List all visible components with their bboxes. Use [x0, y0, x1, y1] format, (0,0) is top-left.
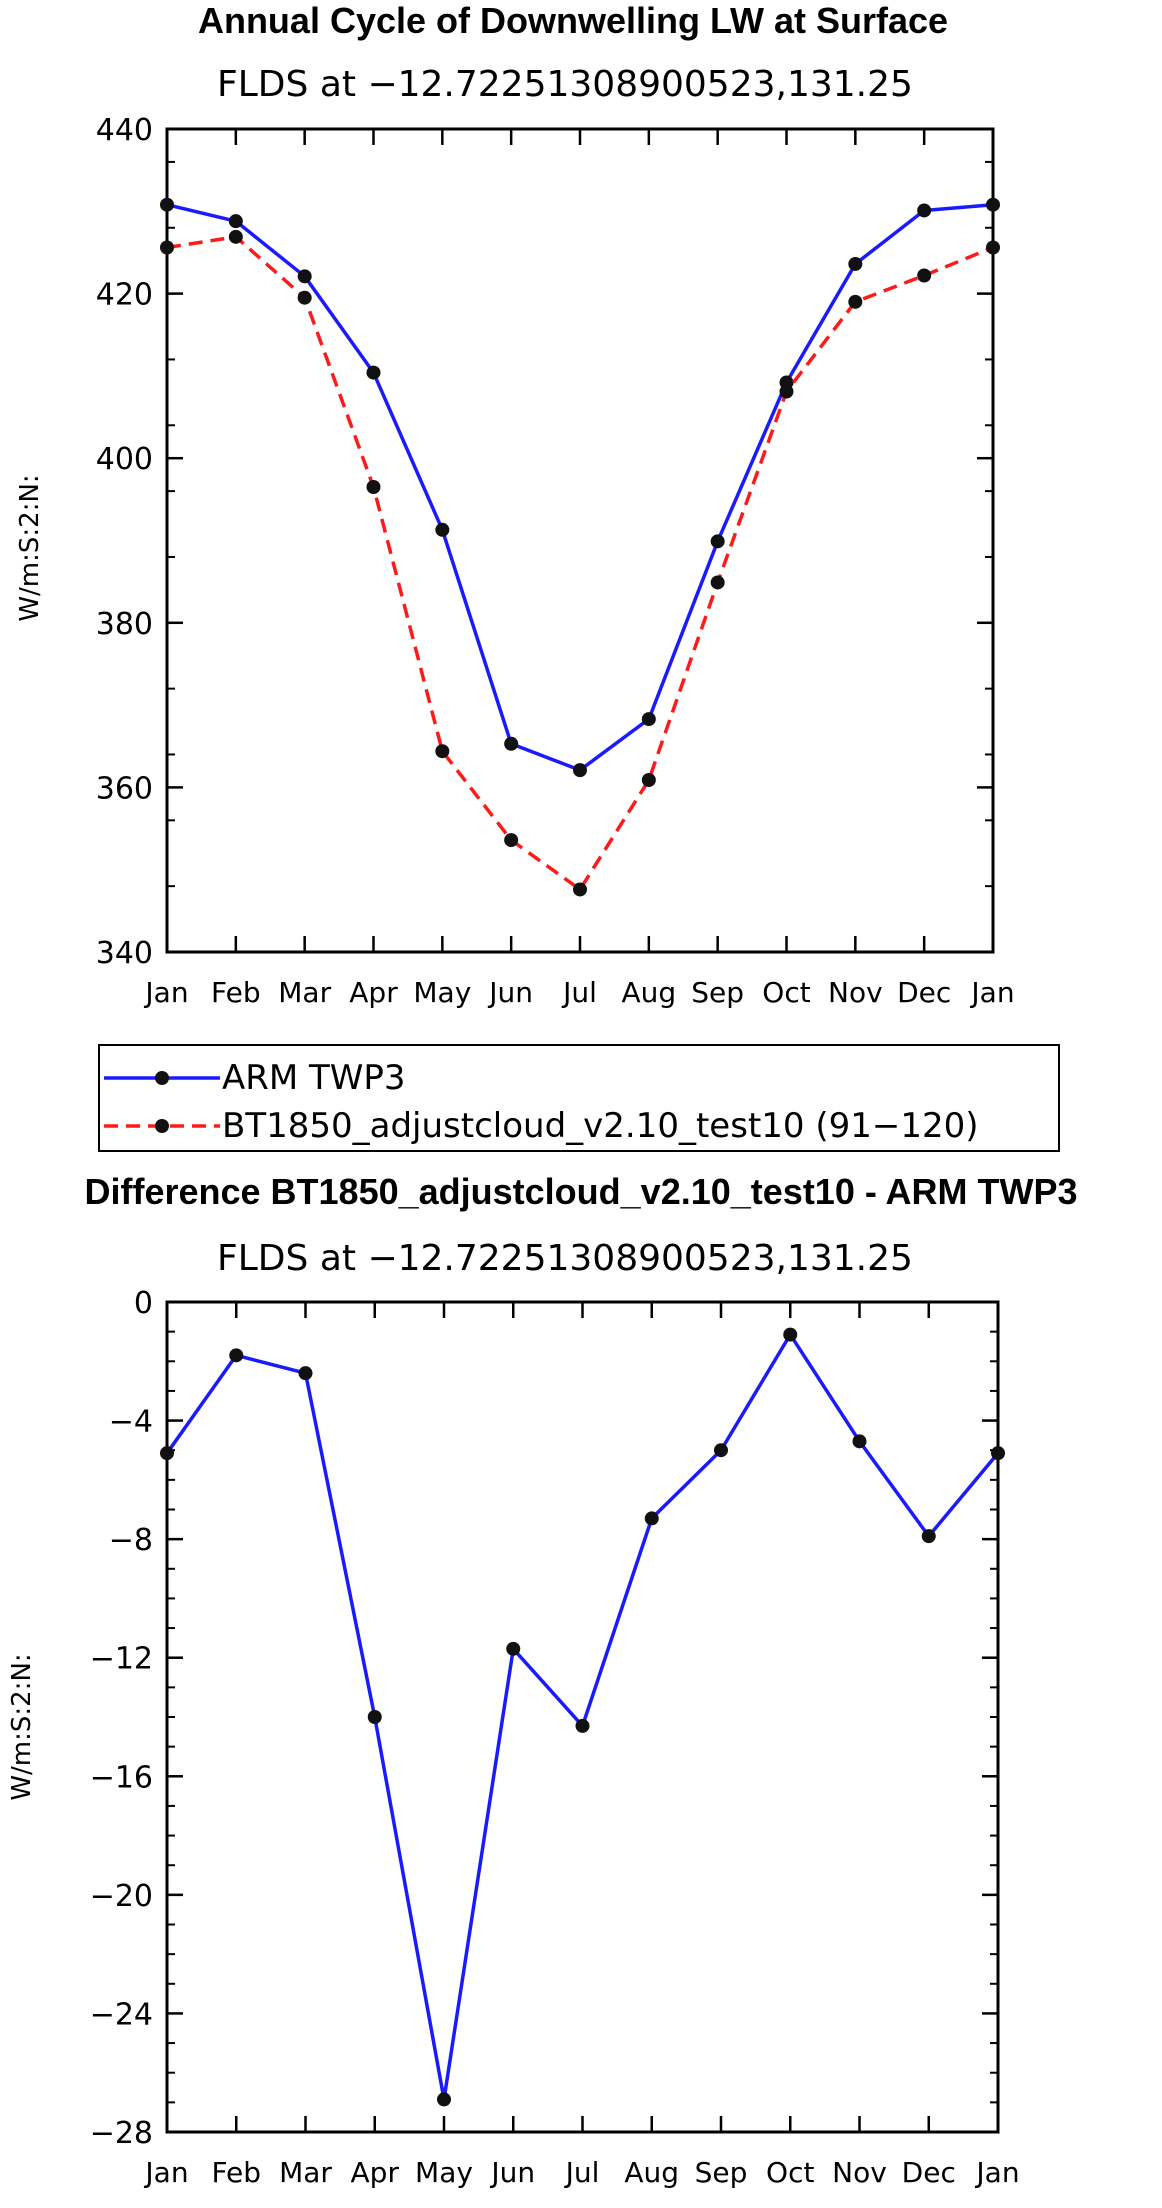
- data-point: [504, 736, 519, 751]
- y-tick-label: −24: [90, 1997, 153, 2032]
- y-tick-label: 0: [134, 1286, 153, 1321]
- data-point: [575, 1718, 590, 1733]
- data-point: [298, 1366, 313, 1381]
- legend-label-arm: ARM TWP3: [222, 1058, 406, 1098]
- x-tick-label: May: [413, 976, 471, 1009]
- x-tick-label: Feb: [211, 2156, 261, 2189]
- y-tick-label: 400: [96, 442, 153, 477]
- bottom-chart-subtitle: FLDS at −12.72251308900523,131.25: [217, 1238, 913, 1279]
- data-point: [986, 197, 1000, 212]
- x-tick-label: Jul: [564, 2156, 600, 2189]
- data-point: [641, 772, 656, 787]
- data-point: [297, 290, 312, 305]
- y-tick-label: 380: [96, 607, 153, 642]
- data-point: [160, 240, 174, 255]
- top-line-chart: 440 420 400 380 360 340 Jan Feb Mar Apr May Jun Jul A…: [96, 113, 1015, 1009]
- x-tick-label: Sep: [691, 976, 744, 1009]
- data-point: [573, 763, 587, 778]
- data-point: [228, 214, 243, 229]
- x-tick-label: Oct: [762, 976, 810, 1009]
- x-tick-label: Jan: [143, 2156, 188, 2189]
- top-chart-title: Annual Cycle of Downwelling LW at Surfac…: [198, 0, 948, 41]
- x-tick-label: Oct: [766, 2156, 814, 2189]
- x-tick-label: Feb: [211, 976, 261, 1009]
- data-point: [644, 1511, 659, 1526]
- x-tick-label: Aug: [621, 976, 676, 1009]
- x-tick-label: Jan: [974, 2156, 1019, 2189]
- data-point: [437, 2092, 451, 2107]
- x-tick-label: Jan: [143, 976, 188, 1009]
- data-point: [435, 744, 450, 759]
- series-line-1: [166, 235, 994, 892]
- data-point: [506, 1641, 521, 1656]
- data-point: [779, 384, 794, 399]
- data-point: [848, 294, 863, 309]
- data-point: [435, 522, 450, 537]
- x-tick-label: Apr: [349, 976, 398, 1009]
- x-tick-label: Nov: [832, 2156, 887, 2189]
- plot-frame: [165, 1300, 1000, 2134]
- data-point: [917, 268, 932, 283]
- x-tick-label: Mar: [279, 2156, 332, 2189]
- x-tick-label: May: [415, 2156, 473, 2189]
- y-tick-label: −16: [90, 1760, 153, 1795]
- x-tick-label: Apr: [351, 2156, 400, 2189]
- legend-label-model: BT1850_adjustcloud_v2.10_test10 (91−120): [222, 1106, 979, 1146]
- x-tick-label: Nov: [828, 976, 883, 1009]
- series-line-0: [166, 202, 994, 772]
- data-point: [783, 1327, 798, 1342]
- legend-marker-model: [155, 1119, 169, 1133]
- y-tick-label: −4: [109, 1405, 153, 1440]
- y-tick-label: 420: [96, 278, 153, 313]
- y-tick-label: −8: [109, 1523, 153, 1558]
- data-point: [504, 833, 519, 848]
- data-point: [986, 240, 1000, 255]
- data-point: [228, 229, 243, 244]
- x-tick-label: Mar: [278, 976, 331, 1009]
- x-tick-label: Jan: [969, 976, 1014, 1009]
- data-point: [641, 712, 656, 727]
- x-tick-label: Jun: [489, 2156, 535, 2189]
- data-point: [710, 575, 725, 590]
- data-point: [367, 1710, 382, 1724]
- data-point: [710, 534, 725, 549]
- legend-marker-arm: [155, 1071, 169, 1085]
- x-tick-label: Aug: [624, 2156, 679, 2189]
- y-tick-label: −28: [90, 2116, 153, 2151]
- x-tick-label: Jun: [487, 976, 533, 1009]
- x-tick-label: Dec: [897, 976, 951, 1009]
- series-line-0: [165, 1332, 1000, 2102]
- data-point: [297, 269, 312, 284]
- legend-box: [98, 1044, 1060, 1152]
- data-point: [366, 365, 381, 380]
- y-tick-label: −20: [90, 1879, 153, 1914]
- y-tick-label: −12: [90, 1642, 153, 1677]
- data-point: [366, 480, 381, 495]
- x-tick-label: Dec: [902, 2156, 956, 2189]
- data-point: [160, 197, 174, 212]
- data-point: [991, 1446, 1005, 1461]
- top-chart-subtitle: FLDS at −12.72251308900523,131.25: [217, 64, 913, 105]
- data-point: [573, 882, 587, 897]
- x-tick-label: Sep: [695, 2156, 748, 2189]
- data-point: [921, 1529, 936, 1544]
- y-tick-label: 340: [96, 936, 153, 971]
- data-point: [917, 203, 932, 218]
- data-point: [229, 1348, 244, 1363]
- y-tick-label: 440: [96, 113, 153, 148]
- data-point: [852, 1434, 867, 1449]
- legend: ARM TWP3 BT1850_adjustcloud_v2.10_test10…: [98, 1044, 1060, 1152]
- data-point: [848, 256, 863, 271]
- bottom-line-chart: 0 −4 −8 −12 −16 −20 −24 −28 Jan Feb Mar Apr May Jun Ju…: [90, 1286, 1020, 2189]
- data-point: [160, 1446, 174, 1461]
- top-y-axis-label: W/m:S:2:N:: [15, 474, 45, 621]
- bottom-chart-title: Difference BT1850_adjustcloud_v2.10_test…: [84, 1171, 1077, 1212]
- x-tick-label: Jul: [561, 976, 597, 1009]
- bottom-y-axis-label: W/m:S:2:N:: [7, 1653, 37, 1800]
- y-tick-label: 360: [96, 771, 153, 806]
- data-point: [714, 1443, 728, 1458]
